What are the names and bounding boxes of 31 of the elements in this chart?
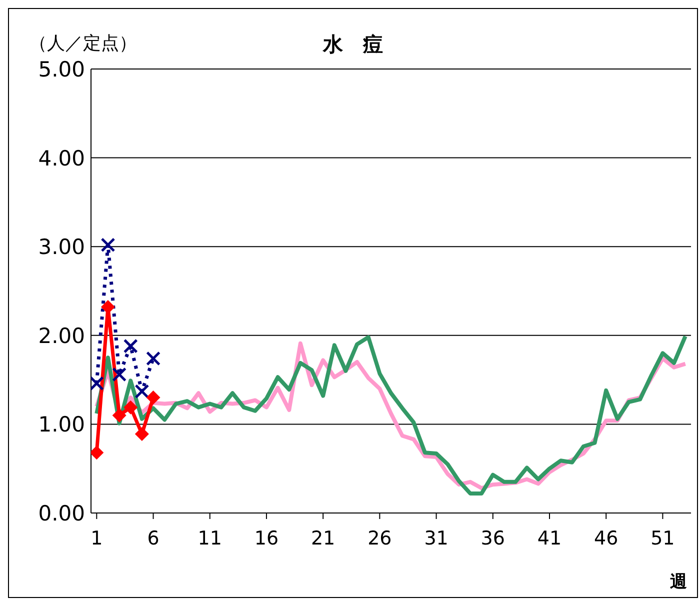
point xyxy=(146,351,161,366)
point xyxy=(112,408,126,422)
y-tick-label: 4.00 xyxy=(38,146,85,170)
y-tick-label: 0.00 xyxy=(38,501,85,526)
y-tick-label: 3.00 xyxy=(38,235,85,260)
x-tick-label: 21 xyxy=(310,527,336,550)
x-tick-label: 46 xyxy=(594,527,618,550)
y-tick-label: 5.00 xyxy=(38,57,85,82)
point xyxy=(134,384,150,399)
x-tick-label: 6 xyxy=(147,527,160,550)
point xyxy=(112,367,127,382)
x-tick-label: 16 xyxy=(254,527,279,550)
x-axis-title: 週 xyxy=(670,571,687,593)
x-tick-label: 26 xyxy=(368,527,392,550)
point xyxy=(91,446,104,460)
x-tick-label: 51 xyxy=(650,527,675,550)
point xyxy=(100,300,115,314)
y-tick-label: 1.00 xyxy=(38,412,85,437)
point xyxy=(100,238,116,252)
point xyxy=(124,400,138,414)
y-axis-title: （人／定点） xyxy=(29,32,137,55)
point xyxy=(134,426,149,441)
x-tick-label: 41 xyxy=(537,527,562,550)
y-tick-label: 2.00 xyxy=(38,324,85,348)
x-tick-label: 1 xyxy=(90,527,103,550)
x-tick-label: 31 xyxy=(424,527,448,550)
x-tick-label: 11 xyxy=(198,527,222,550)
point xyxy=(146,390,160,405)
chart-title: 水 痘 xyxy=(323,32,383,56)
x-tick-label: 36 xyxy=(480,527,505,550)
point xyxy=(123,338,138,354)
